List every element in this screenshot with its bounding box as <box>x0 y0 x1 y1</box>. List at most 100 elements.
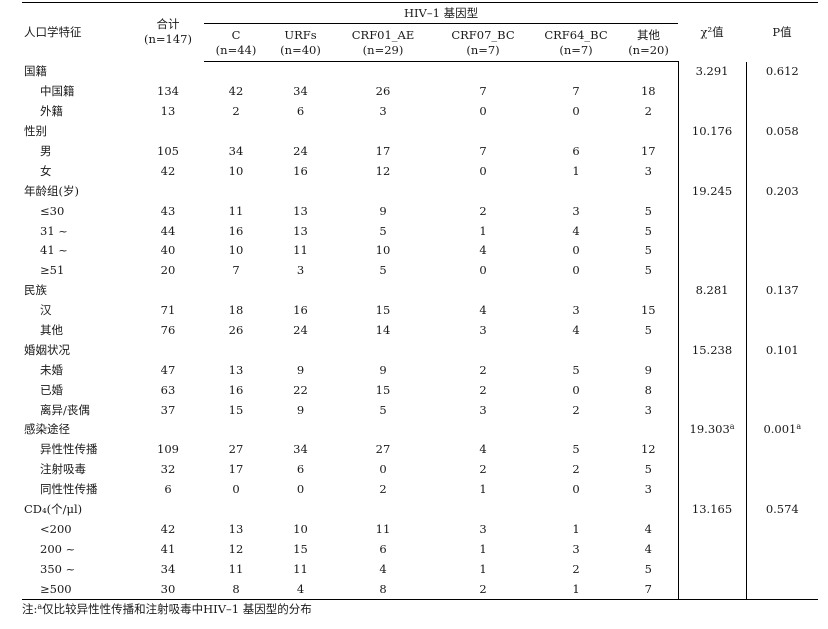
table-row: 31 ~ 44 16 13 5 1 4 5 <box>22 221 819 242</box>
cell-count: 5 <box>379 263 387 278</box>
row-label: 350 ~ <box>40 561 76 576</box>
cell-count: 3 <box>572 203 580 218</box>
cell-count <box>268 181 333 201</box>
cell-count <box>268 281 333 301</box>
cell-count <box>533 340 619 360</box>
cell-count: 0 <box>479 104 487 119</box>
cell-count: 0 <box>479 263 487 278</box>
p-value: 0.001 <box>763 422 797 437</box>
category-label: 民族 <box>24 283 47 298</box>
cell-total: 42 <box>160 163 176 178</box>
cell-total: 34 <box>160 561 176 576</box>
cell-count <box>333 122 433 142</box>
cell-count: 9 <box>296 362 305 377</box>
table-row: 200 ~ 41 12 15 6 1 3 4 <box>22 539 819 560</box>
cell-count: 4 <box>479 303 487 318</box>
cell-count: 3 <box>644 402 652 417</box>
cell-p <box>745 459 819 480</box>
chi-value: 13.165 <box>691 502 733 517</box>
cell-count: 5 <box>572 442 580 457</box>
cell-p <box>745 81 819 102</box>
header-subtype: C (n=44) <box>204 23 268 62</box>
row-label: 41 ~ <box>40 243 68 258</box>
cell-count: 8 <box>644 382 652 397</box>
cell-total: 76 <box>160 323 176 338</box>
cell-count: 5 <box>644 561 652 576</box>
header-genotype-group: HIV–1 基因型 <box>204 2 679 24</box>
cell-count: 34 <box>293 442 308 457</box>
cell-count: 16 <box>228 382 244 397</box>
chi-value: 10.176 <box>691 124 733 139</box>
row-label: 已婚 <box>40 382 63 397</box>
cell-count: 15 <box>375 303 391 318</box>
table-row: 注射吸毒 32 17 6 0 2 2 5 <box>22 459 819 480</box>
cell-p <box>745 260 819 281</box>
header-subtype-label: CRF64_BC <box>544 27 608 42</box>
cell-total <box>132 122 204 142</box>
cell-count <box>268 62 333 82</box>
cell-count: 26 <box>375 84 391 99</box>
cell-count: 1 <box>479 541 487 556</box>
cell-count <box>333 340 433 360</box>
category-label: 婚姻状况 <box>24 342 70 357</box>
cell-chi <box>677 579 747 601</box>
cell-count: 11 <box>293 561 308 576</box>
cell-count: 15 <box>640 303 656 318</box>
cell-p: 0.203 <box>745 181 819 202</box>
cell-total: 37 <box>160 402 176 417</box>
cell-p <box>745 360 819 381</box>
cell-p <box>745 539 819 560</box>
cell-count: 0 <box>296 482 305 497</box>
cell-count: 0 <box>572 482 580 497</box>
table-row: 男 105 34 24 17 7 6 17 <box>22 141 819 162</box>
cell-count <box>333 420 433 440</box>
cell-p <box>745 161 819 182</box>
cell-p: 0.058 <box>745 121 819 142</box>
row-label: 男 <box>40 144 52 158</box>
cell-p <box>745 201 819 222</box>
cell-count: 18 <box>228 303 244 318</box>
p-value: 0.574 <box>765 502 799 517</box>
cell-count: 0 <box>479 163 487 178</box>
row-label: 异性性传播 <box>40 442 98 457</box>
cell-chi <box>677 539 747 560</box>
category-label: CD₄(个/μl) <box>24 502 83 517</box>
cell-chi <box>677 201 747 222</box>
cell-p <box>745 400 819 421</box>
cell-count <box>619 281 678 301</box>
cell-count: 16 <box>293 303 308 318</box>
cell-total: 44 <box>160 223 176 238</box>
p-value: 0.058 <box>765 124 799 139</box>
cell-count: 12 <box>640 442 656 457</box>
header-subtype-label: CRF01_AE <box>351 27 415 42</box>
cell-count: 34 <box>293 84 308 99</box>
cell-total <box>132 62 204 82</box>
cell-count: 5 <box>644 323 652 338</box>
header-subtype: CRF01_AE (n=29) <box>333 23 433 62</box>
cell-p: 0.001a <box>745 420 819 440</box>
cell-count: 9 <box>379 362 387 377</box>
table-row: 41 ~40 10 11 10 4 0 5 <box>22 241 819 261</box>
cell-p <box>745 221 819 242</box>
cell-chi: 15.238 <box>677 340 747 361</box>
cell-count: 5 <box>379 223 387 238</box>
header-subtype: CRF64_BC (n=7) <box>533 23 619 62</box>
cell-count: 8 <box>204 579 268 601</box>
cell-count: 18 <box>640 84 656 99</box>
cell-count <box>433 500 533 520</box>
cell-total: 43 <box>160 203 176 218</box>
table-row: 离异/丧偶 37 15 9 5 3 2 3 <box>22 400 819 421</box>
cell-total <box>132 340 204 360</box>
chi-value: 8.281 <box>695 283 729 298</box>
cell-p <box>745 479 819 500</box>
cell-p <box>745 241 819 261</box>
cell-count <box>268 122 333 142</box>
cell-chi <box>677 380 747 401</box>
p-value: 0.612 <box>765 64 799 79</box>
header-chi: χ²值 <box>678 2 747 62</box>
cell-count <box>533 500 619 520</box>
cell-p <box>745 439 819 460</box>
cell-p <box>745 559 819 580</box>
cell-total: 32 <box>160 462 176 477</box>
